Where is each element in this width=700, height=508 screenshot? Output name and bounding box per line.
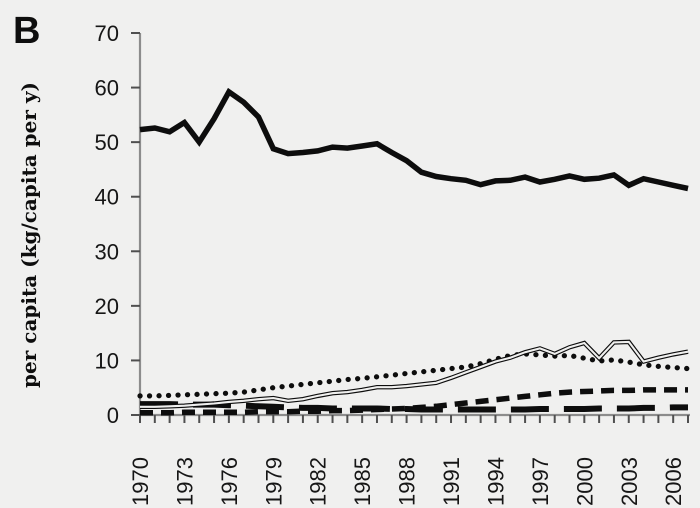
y-tick-label: 10 bbox=[95, 348, 119, 373]
y-tick-label: 40 bbox=[95, 185, 119, 210]
x-tick-label: 1997 bbox=[528, 457, 553, 506]
x-tick-label: 2006 bbox=[661, 457, 686, 506]
y-tick-label: 20 bbox=[95, 294, 119, 319]
y-tick-label: 70 bbox=[95, 21, 119, 46]
series-long-dash-line bbox=[140, 401, 688, 413]
series-thick-solid-line bbox=[139, 87, 689, 192]
x-tick-label: 1985 bbox=[350, 457, 375, 506]
x-tick-label: 1994 bbox=[483, 457, 508, 506]
series-double-thin-line-inner bbox=[140, 340, 689, 408]
y-tick-label: 0 bbox=[107, 403, 119, 428]
x-tick-label: 1973 bbox=[172, 457, 197, 506]
x-tick-label: 2003 bbox=[617, 457, 642, 506]
series-dotted-line bbox=[137, 351, 691, 399]
y-tick-label: 60 bbox=[95, 76, 119, 101]
panel-label: B bbox=[13, 10, 41, 52]
x-tick-label: 1991 bbox=[439, 457, 464, 506]
x-tick-label: 1976 bbox=[217, 457, 242, 506]
x-tick-label: 2000 bbox=[572, 457, 597, 506]
x-tick-label: 1988 bbox=[395, 457, 420, 506]
y-tick-label: 30 bbox=[95, 239, 119, 264]
x-tick-label: 1982 bbox=[306, 457, 331, 506]
x-tick-label: 1979 bbox=[261, 457, 286, 506]
y-tick-label: 50 bbox=[95, 130, 119, 155]
x-tick-label: 1970 bbox=[128, 457, 153, 506]
